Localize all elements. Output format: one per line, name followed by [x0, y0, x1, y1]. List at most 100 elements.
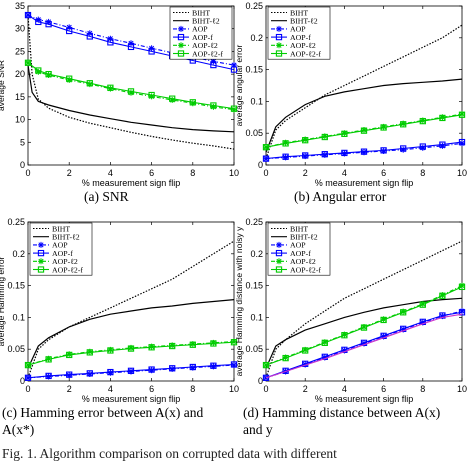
x-axis-label: % measurement sign flip — [82, 178, 181, 188]
legend-marker — [178, 25, 184, 32]
legend-label: AOP-ℓ2-f — [192, 49, 223, 58]
series-point-5 — [107, 84, 114, 91]
series-point-2 — [341, 347, 348, 354]
series-point-4 — [302, 346, 309, 353]
x-tick-label: 6 — [381, 384, 386, 394]
series-point-2 — [25, 12, 31, 19]
series-point-5 — [458, 283, 466, 291]
series-point-4 — [459, 111, 465, 118]
series-line-5 — [27, 62, 235, 110]
legend-label: BIHT — [290, 8, 308, 17]
legend-label: AOP — [192, 25, 208, 34]
legend-marker — [276, 25, 282, 32]
series-point-3 — [400, 325, 407, 332]
series-point-3 — [380, 332, 387, 339]
y-tick-label: 10 — [15, 115, 25, 125]
series-point-4 — [419, 117, 426, 124]
series-point-2 — [400, 326, 407, 333]
series-line-0 — [27, 15, 235, 150]
y-tick-label: 0.15 — [245, 65, 263, 75]
series-point-5 — [458, 111, 466, 118]
legend-marker — [275, 33, 283, 41]
series-point-2 — [439, 142, 446, 149]
series-point-5 — [24, 59, 32, 66]
series-point-4 — [459, 282, 465, 289]
series-point-5 — [107, 347, 114, 354]
y-tick-label: 0.25 — [245, 1, 263, 11]
x-tick-label: 10 — [229, 168, 239, 178]
series-line-1 — [265, 297, 463, 369]
series-point-3 — [210, 61, 217, 69]
series-point-3 — [230, 361, 238, 368]
series-line-2 — [27, 364, 235, 379]
series-point-4 — [210, 103, 217, 110]
legend-label: BIHT — [290, 224, 308, 233]
legend-marker — [275, 266, 283, 273]
legend-marker — [276, 258, 282, 265]
series-line-0 — [265, 24, 463, 159]
x-tick-label: 6 — [149, 384, 154, 394]
legend-marker — [37, 249, 45, 257]
series-point-5 — [127, 345, 135, 352]
legend-label: BIHT-ℓ2 — [290, 233, 318, 242]
series-point-3 — [419, 318, 426, 326]
series-line-4 — [27, 341, 235, 366]
series-point-4 — [302, 136, 309, 143]
x-tick-label: 4 — [108, 168, 113, 178]
series-point-3 — [107, 368, 114, 376]
y-tick-label: 0.1 — [250, 312, 263, 322]
y-tick-label: 0 — [20, 376, 25, 386]
caption-hamming-error-line1: (c) Hamming error between A(x) and — [2, 405, 204, 420]
y-tick-label: 0.1 — [12, 312, 25, 322]
series-point-5 — [302, 137, 309, 144]
x-tick-label: 4 — [342, 384, 347, 394]
caption-angular-error: (b) Angular error — [294, 189, 387, 204]
series-point-4 — [86, 348, 93, 355]
series-point-4 — [380, 123, 387, 130]
series-point-5 — [189, 341, 196, 348]
x-tick-label: 8 — [420, 384, 425, 394]
legend-label: BIHT-ℓ2 — [52, 233, 80, 242]
series-point-2 — [263, 155, 269, 162]
series-point-5 — [230, 105, 238, 112]
x-tick-label: 0 — [25, 384, 30, 394]
series-point-4 — [361, 127, 367, 134]
series-point-4 — [189, 100, 196, 107]
series-point-2 — [66, 24, 73, 31]
series-point-3 — [458, 138, 466, 146]
series-point-2 — [321, 151, 328, 158]
series-point-5 — [45, 70, 52, 78]
series-point-4 — [231, 338, 237, 345]
series-point-5 — [282, 140, 289, 147]
series-point-5 — [282, 354, 289, 362]
y-tick-label: 30 — [15, 24, 25, 34]
series-point-2 — [380, 333, 387, 340]
legend-label: BIHT-ℓ2 — [290, 17, 318, 26]
series-point-2 — [45, 373, 52, 380]
series-line-0 — [27, 240, 235, 379]
series-point-5 — [66, 75, 73, 82]
figure-caption-fragment: Fig. 1. Algorithm comparison on corrupte… — [2, 446, 337, 461]
legend-label: AOP-f — [290, 33, 311, 42]
chart-angular-error: 0 2 4 6 8 10 0 0.05 0.1 0.15 0.2 0.25 % measurement … — [234, 1, 467, 188]
series-point-3 — [458, 309, 466, 316]
series-point-4 — [231, 106, 237, 113]
y-tick-label: 25 — [15, 46, 25, 56]
y-tick-label: 20 — [15, 69, 25, 79]
series-point-3 — [262, 155, 270, 162]
y-tick-label: 0.2 — [12, 249, 25, 259]
legend-marker — [37, 266, 45, 273]
series-point-3 — [169, 365, 176, 372]
y-tick-label: 0.05 — [7, 344, 25, 354]
series-point-3 — [302, 152, 309, 159]
series-point-3 — [360, 148, 368, 155]
legend-label: BIHT — [52, 224, 70, 233]
series-point-5 — [86, 349, 93, 356]
x-tick-label: 0 — [263, 384, 268, 394]
series-point-5 — [341, 130, 348, 137]
series-point-5 — [35, 67, 42, 74]
series-point-4 — [86, 81, 93, 88]
series-point-5 — [380, 124, 387, 131]
series-point-5 — [439, 292, 446, 299]
